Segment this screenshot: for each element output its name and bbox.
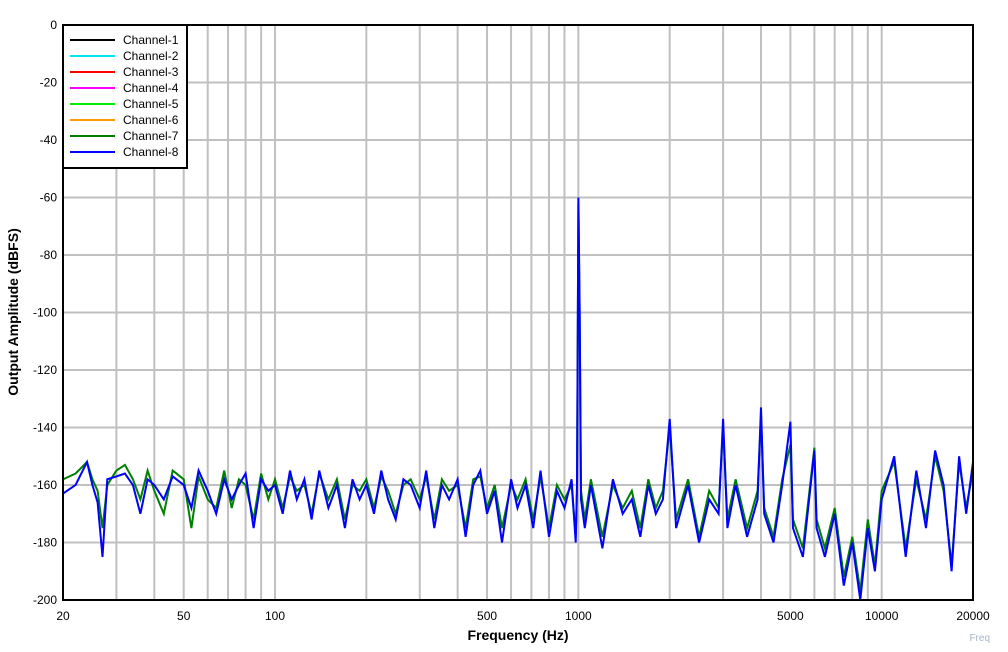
- plot-frame: [62, 24, 974, 601]
- y-tick-label: -160: [33, 478, 57, 492]
- x-tick-label: 50: [177, 609, 191, 623]
- x-tick-label: 1000: [565, 609, 592, 623]
- y-tick-label: -40: [40, 133, 58, 147]
- y-tick-label: -60: [40, 191, 58, 205]
- legend-label: Channel-3: [123, 65, 179, 79]
- legend-label: Channel-7: [123, 129, 179, 143]
- legend-label: Channel-2: [123, 49, 179, 63]
- y-tick-label: -180: [33, 536, 57, 550]
- grid: [62, 24, 974, 601]
- legend-label: Channel-5: [123, 97, 179, 111]
- legend-label: Channel-1: [123, 33, 179, 47]
- x-tick-label: 500: [477, 609, 497, 623]
- x-tick-label: 10000: [865, 609, 899, 623]
- legend-box: [62, 24, 188, 169]
- y-tick-label: -120: [33, 363, 57, 377]
- y-axis-label: Output Amplitude (dBFS): [5, 228, 21, 395]
- y-tick-label: -100: [33, 306, 57, 320]
- y-tick-label: -140: [33, 421, 57, 435]
- series-lines: [63, 197, 973, 600]
- series-channel-8: [63, 197, 973, 600]
- y-tick-label: 0: [50, 18, 57, 32]
- x-axis-label: Frequency (Hz): [467, 627, 568, 643]
- y-tick-label: -200: [33, 593, 57, 607]
- legend-label: Channel-8: [123, 145, 179, 159]
- tick-labels: 0 -20 -40 -60 -80 -100 -120 -140 -160 -180 -200 20 5…: [33, 18, 990, 623]
- legend-label: Channel-6: [123, 113, 179, 127]
- y-tick-label: -20: [40, 76, 58, 90]
- x-tick-label: 20000: [956, 609, 990, 623]
- x-tick-label: 5000: [777, 609, 804, 623]
- legend-label: Channel-4: [123, 81, 179, 95]
- y-tick-label: -80: [40, 248, 58, 262]
- legend: Channel-1 Channel-2 Channel-3 Channel-4 Chan…: [62, 24, 188, 169]
- watermark: Freq: [969, 633, 990, 644]
- x-tick-label: 20: [56, 609, 70, 623]
- x-tick-label: 100: [265, 609, 285, 623]
